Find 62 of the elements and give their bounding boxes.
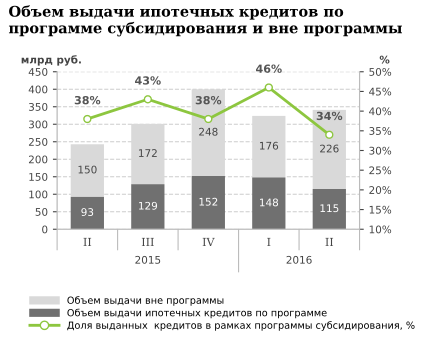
bar <box>192 89 225 176</box>
y2-tick-label: 25% <box>369 166 392 174</box>
y2-tick-label: 20% <box>369 186 392 194</box>
bar <box>312 110 346 189</box>
bar <box>131 184 164 230</box>
data-label: 248 <box>199 128 218 136</box>
data-label: 176 <box>260 142 278 150</box>
bar <box>252 177 286 230</box>
y-tick-label: 150 <box>29 172 48 181</box>
y-tick-label: 400 <box>28 85 48 94</box>
legend-label: Объем выдачи вне программы <box>67 296 224 306</box>
data-label: 46% <box>256 64 282 73</box>
bar <box>131 124 164 184</box>
y-tick-label: 0 <box>42 225 48 234</box>
legend-label: Доля выданных кредитов в рамках программы субсидирования, % <box>67 321 415 331</box>
bar <box>252 116 286 178</box>
y-tick-label: 450 <box>28 68 48 76</box>
x-tick-label: II <box>326 238 334 246</box>
y-tick-label: 350 <box>28 102 48 111</box>
data-label: 152 <box>200 198 218 206</box>
chart-title: Объем выдачи ипотечных кредитов по программе субсидирования и вне программы <box>8 5 402 36</box>
y2-tick-label: 35% <box>369 127 392 135</box>
text: 2016 <box>286 256 312 264</box>
bar <box>312 189 346 230</box>
x-tick-label: I <box>267 238 270 246</box>
data-label: 150 <box>78 166 97 174</box>
y-tick-label: 300 <box>28 120 48 128</box>
y2-tick-label: 40% <box>369 107 392 116</box>
x-tick-label: III <box>142 238 154 246</box>
point <box>204 114 212 124</box>
y-tick-label: 50 <box>36 208 48 216</box>
data-label: 129 <box>139 202 158 210</box>
x-tick-label: II <box>84 238 92 246</box>
legend-label: Объем выдачи ипотечных кредитов по программе <box>67 308 327 318</box>
y2-tick-label: 10% <box>370 225 392 234</box>
y2-axis-title: % <box>380 56 390 64</box>
point <box>83 114 92 124</box>
y2-tick-label: 50% <box>369 68 392 76</box>
data-label: 93 <box>81 208 94 216</box>
x-tick-label: IV <box>202 238 215 246</box>
point <box>144 95 152 104</box>
data-label: 38% <box>196 96 222 104</box>
y2-tick-label: 30% <box>369 146 392 155</box>
data-label: 172 <box>139 149 157 157</box>
point <box>264 83 273 92</box>
bar <box>192 176 225 230</box>
bar <box>70 144 104 197</box>
bar <box>70 196 104 230</box>
y-tick-label: 100 <box>29 190 48 198</box>
data-label: 38% <box>74 96 100 104</box>
text: 2015 <box>135 256 160 264</box>
y2-tick-label: 15% <box>370 206 392 214</box>
data-label: 34% <box>316 112 342 120</box>
y-tick-label: 250 <box>28 138 48 146</box>
data-label: 226 <box>320 144 339 152</box>
point <box>325 130 334 139</box>
y-axis-title: млрд руб. <box>22 55 81 66</box>
data-label: 148 <box>260 198 278 206</box>
data-label: 43% <box>135 76 161 85</box>
y2-tick-label: 45% <box>369 88 392 96</box>
y-tick-label: 200 <box>28 155 48 164</box>
data-label: 115 <box>320 204 338 212</box>
